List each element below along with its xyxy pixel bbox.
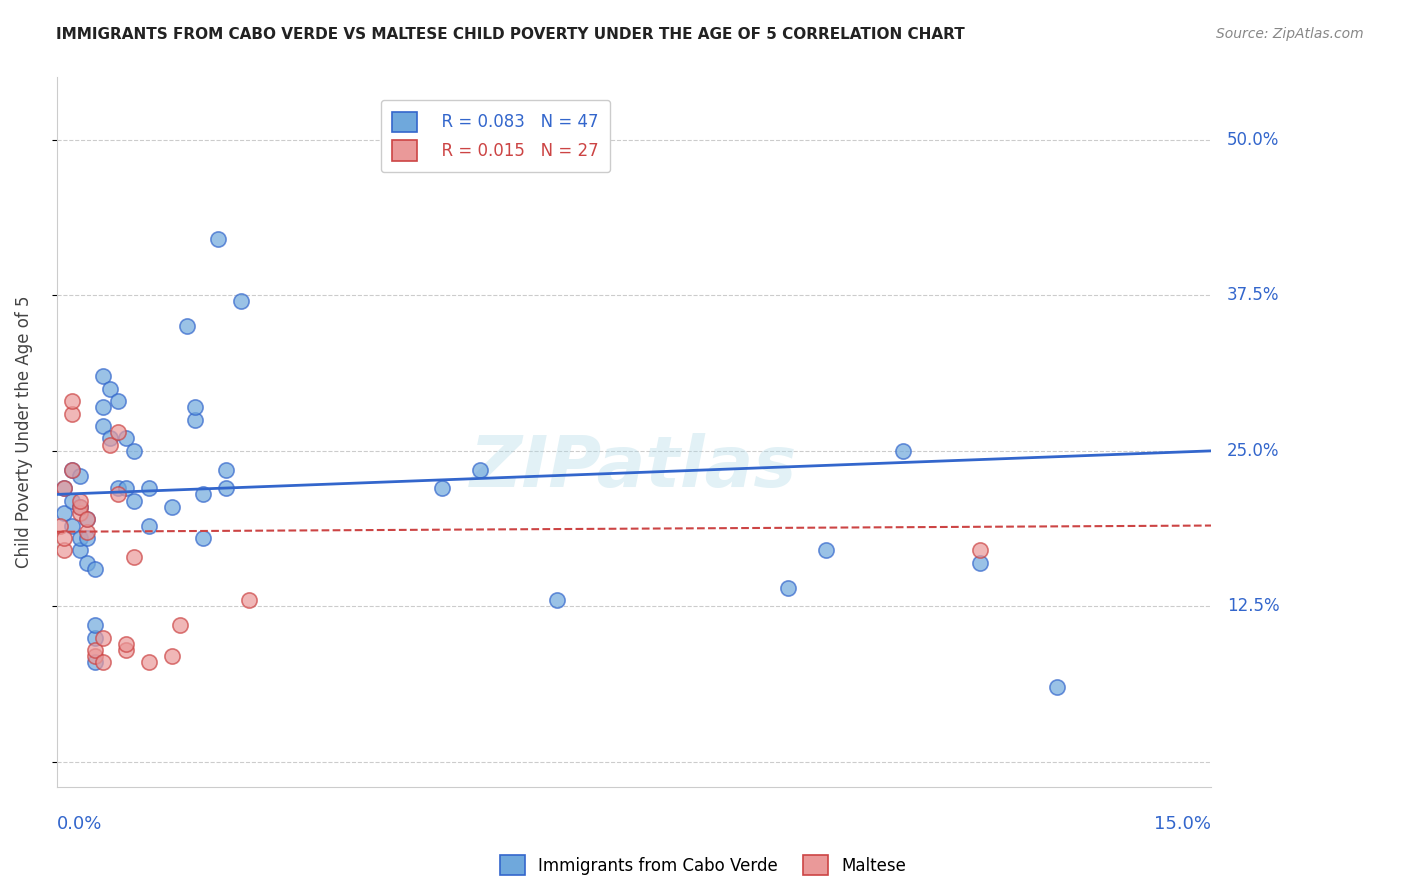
Point [191, 531, 214, 545]
Legend: Immigrants from Cabo Verde, Maltese: Immigrants from Cabo Verde, Maltese [492, 847, 914, 884]
Point [53, 481, 76, 495]
Y-axis label: Child Poverty Under the Age of 5: Child Poverty Under the Age of 5 [15, 296, 32, 568]
Point [546, 593, 568, 607]
Point [893, 443, 915, 458]
Point [60, 493, 83, 508]
Point [138, 656, 160, 670]
Point [84, 631, 107, 645]
Point [184, 401, 207, 415]
Text: 12.5%: 12.5% [1227, 598, 1279, 615]
Point [215, 462, 238, 476]
Point [160, 500, 183, 514]
Point [107, 487, 129, 501]
Point [69, 493, 91, 508]
Point [1046, 681, 1069, 695]
Point [53, 531, 76, 545]
Point [60, 407, 83, 421]
Point [122, 493, 145, 508]
Point [115, 481, 138, 495]
Point [49, 518, 72, 533]
Text: 37.5%: 37.5% [1227, 286, 1279, 304]
Point [468, 462, 491, 476]
Point [238, 593, 260, 607]
Point [76, 524, 98, 539]
Point [76, 531, 98, 545]
Point [69, 543, 91, 558]
Point [53, 543, 76, 558]
Point [53, 506, 76, 520]
Point [107, 425, 129, 440]
Text: ZIPatlas: ZIPatlas [470, 434, 797, 502]
Point [215, 481, 238, 495]
Point [60, 518, 83, 533]
Point [776, 581, 799, 595]
Point [100, 382, 122, 396]
Point [169, 618, 191, 632]
Point [138, 481, 160, 495]
Point [76, 512, 98, 526]
Point [122, 549, 145, 564]
Point [138, 518, 160, 533]
Point [69, 506, 91, 520]
Point [160, 649, 183, 664]
Point [60, 394, 83, 409]
Point [122, 443, 145, 458]
Point [115, 431, 138, 445]
Point [115, 637, 138, 651]
Point [69, 500, 91, 514]
Point [60, 462, 83, 476]
Point [107, 481, 129, 495]
Point [107, 394, 129, 409]
Point [184, 413, 207, 427]
Point [53, 481, 76, 495]
Point [430, 481, 453, 495]
Text: Source: ZipAtlas.com: Source: ZipAtlas.com [1216, 27, 1364, 41]
Text: 15.0%: 15.0% [1154, 815, 1212, 833]
Point [815, 543, 838, 558]
Point [84, 649, 107, 664]
Point [115, 643, 138, 657]
Point [60, 462, 83, 476]
Point [91, 401, 114, 415]
Text: IMMIGRANTS FROM CABO VERDE VS MALTESE CHILD POVERTY UNDER THE AGE OF 5 CORRELATI: IMMIGRANTS FROM CABO VERDE VS MALTESE CH… [56, 27, 965, 42]
Point [207, 232, 229, 246]
Point [91, 631, 114, 645]
Point [91, 656, 114, 670]
Point [84, 562, 107, 576]
Point [69, 500, 91, 514]
Text: 50.0%: 50.0% [1227, 130, 1279, 149]
Point [100, 437, 122, 451]
Point [231, 294, 253, 309]
Legend:   R = 0.083   N = 47,   R = 0.015   N = 27: R = 0.083 N = 47, R = 0.015 N = 27 [381, 100, 610, 172]
Point [69, 468, 91, 483]
Point [84, 656, 107, 670]
Point [969, 556, 991, 570]
Point [969, 543, 991, 558]
Text: 25.0%: 25.0% [1227, 442, 1279, 460]
Point [91, 419, 114, 434]
Point [84, 643, 107, 657]
Point [76, 556, 98, 570]
Point [69, 531, 91, 545]
Text: 0.0%: 0.0% [56, 815, 103, 833]
Point [100, 431, 122, 445]
Point [76, 512, 98, 526]
Point [191, 487, 214, 501]
Point [91, 369, 114, 384]
Point [84, 618, 107, 632]
Point [176, 319, 198, 334]
